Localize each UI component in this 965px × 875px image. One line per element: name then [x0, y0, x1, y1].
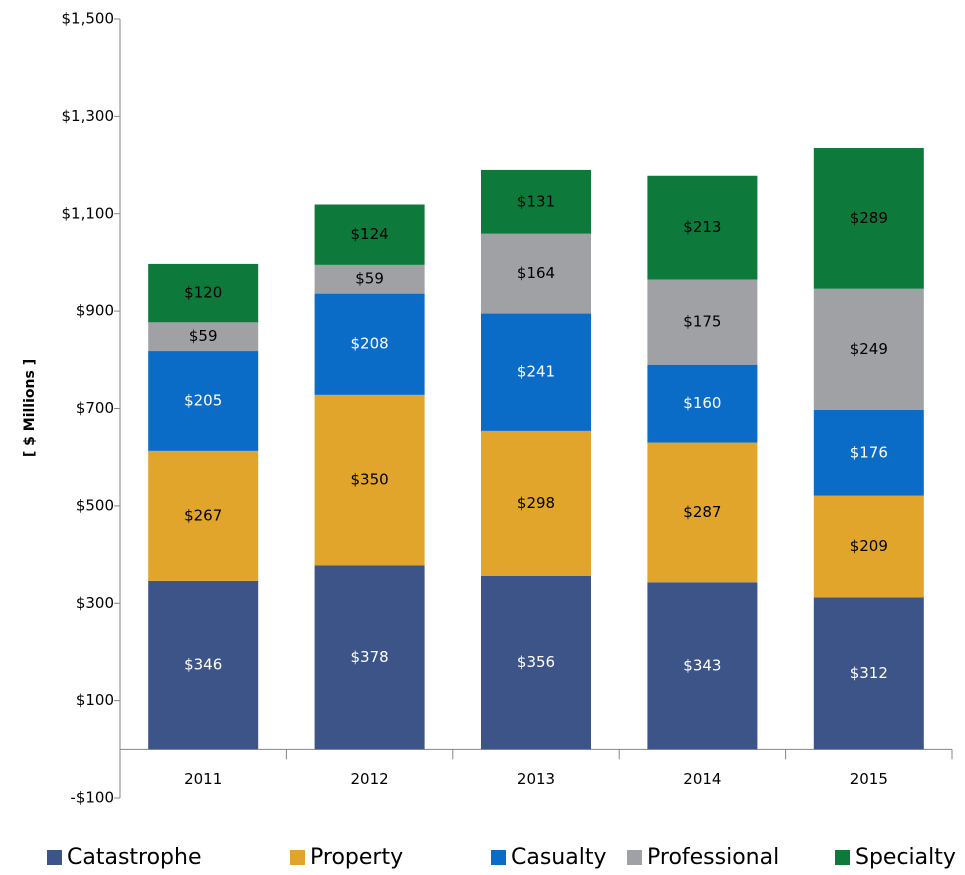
legend-label: Catastrophe — [67, 845, 202, 870]
value-label: $164 — [517, 264, 555, 282]
legend-label: Casualty — [511, 845, 607, 870]
bar-segment — [481, 575, 591, 750]
bar-segment — [647, 582, 758, 750]
legend-swatch — [47, 850, 62, 865]
bar-segment — [481, 430, 591, 576]
y-tick-label: $500 — [76, 496, 114, 514]
legend-swatch — [627, 850, 642, 865]
bar-segment — [314, 394, 425, 566]
bar-segment — [813, 148, 924, 289]
value-label: $59 — [189, 327, 218, 345]
bar-segment — [813, 597, 924, 750]
value-label: $343 — [683, 656, 721, 674]
bar-segment — [813, 495, 924, 598]
x-tick-label: 2013 — [517, 770, 555, 788]
bar-segment — [813, 288, 924, 410]
y-tick-label: $900 — [76, 302, 114, 320]
bar-segment — [481, 169, 591, 234]
y-tick-label: $1,300 — [62, 107, 115, 125]
value-label: $378 — [351, 648, 389, 666]
value-label: $160 — [683, 394, 721, 412]
value-label: $205 — [184, 391, 222, 409]
bar-segment — [314, 264, 425, 294]
value-label: $298 — [517, 494, 555, 512]
x-tick-label: 2011 — [184, 770, 222, 788]
bar-segment — [647, 442, 758, 583]
bar-segment — [148, 263, 259, 323]
legend-label: Specialty — [855, 845, 956, 870]
bar-segment — [813, 409, 924, 496]
bar-segment — [148, 322, 259, 352]
value-label: $175 — [683, 313, 721, 331]
bar-segment — [314, 565, 425, 750]
y-tick-label: $700 — [76, 399, 114, 417]
y-tick-label: $300 — [76, 594, 114, 612]
legend-swatch — [290, 850, 305, 865]
legend-swatch — [835, 850, 850, 865]
legend-swatch — [491, 850, 506, 865]
bar-segment — [481, 313, 591, 431]
bar-segment — [148, 351, 259, 451]
bar-segment — [647, 364, 758, 443]
value-label: $131 — [517, 192, 555, 210]
value-label: $209 — [850, 537, 888, 555]
x-tick-label: 2014 — [683, 770, 721, 788]
value-label: $287 — [683, 503, 721, 521]
y-axis-label: [ $ Millions ] — [22, 359, 38, 457]
x-tick-label: 2012 — [351, 770, 389, 788]
value-label: $356 — [517, 653, 555, 671]
value-label: $208 — [351, 335, 389, 353]
value-label: $59 — [355, 270, 384, 288]
y-tick-label: $1,500 — [62, 10, 115, 28]
y-tick-label: $1,100 — [62, 204, 115, 222]
bar-segment — [481, 233, 591, 314]
value-label: $249 — [850, 340, 888, 358]
legend-label: Professional — [647, 845, 779, 870]
value-label: $267 — [184, 506, 222, 524]
x-tick-label: 2015 — [850, 770, 888, 788]
value-label: $312 — [850, 664, 888, 682]
y-tick-label: -$100 — [70, 789, 114, 807]
bar-segment — [314, 293, 425, 395]
bar-segment — [647, 279, 758, 365]
value-label: $176 — [850, 443, 888, 461]
bar-segment — [148, 580, 259, 750]
value-label: $241 — [517, 363, 555, 381]
value-label: $124 — [351, 225, 389, 243]
value-label: $350 — [351, 471, 389, 489]
value-label: $213 — [683, 218, 721, 236]
y-tick-label: $100 — [76, 691, 114, 709]
bar-segment — [148, 450, 259, 581]
value-label: $120 — [184, 284, 222, 302]
value-label: $289 — [850, 209, 888, 227]
legend-label: Property — [310, 845, 403, 870]
value-label: $346 — [184, 656, 222, 674]
bar-segment — [647, 175, 758, 280]
bar-segment — [314, 204, 425, 265]
